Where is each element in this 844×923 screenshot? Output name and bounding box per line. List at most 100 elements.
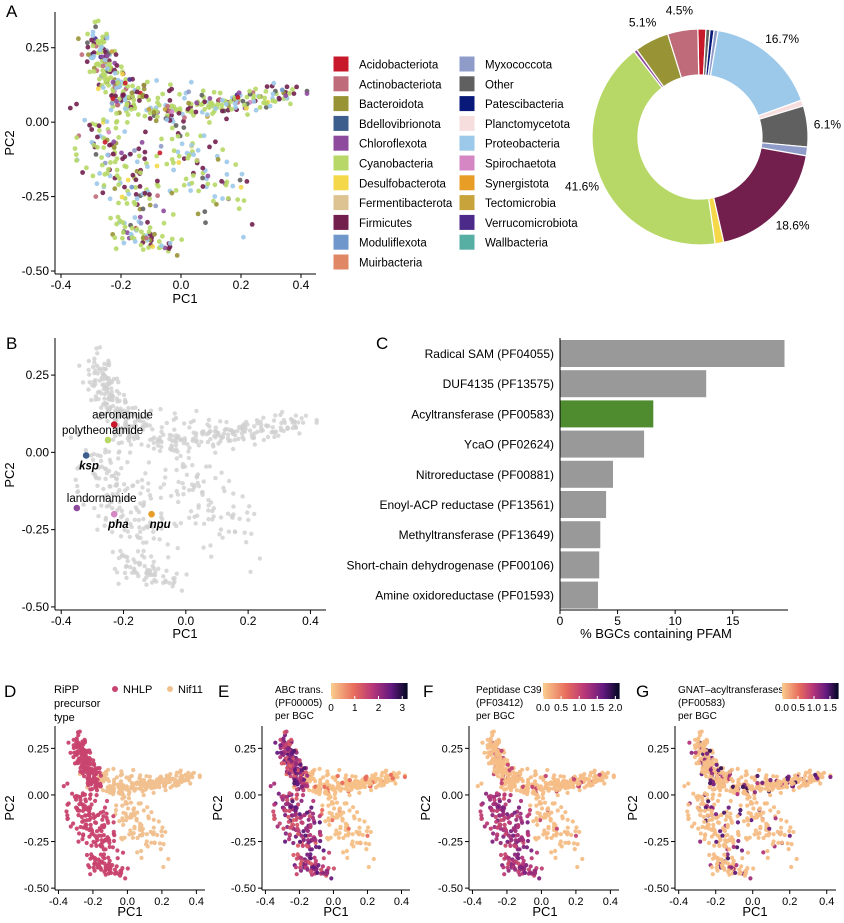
data-point — [121, 810, 126, 815]
data-point — [94, 793, 99, 798]
data-point — [91, 812, 96, 817]
data-point — [77, 831, 82, 836]
data-point — [163, 829, 168, 835]
data-point — [173, 777, 178, 782]
colorbar-tick-label: 0.0 — [536, 703, 550, 714]
data-point — [133, 560, 138, 565]
data-point — [143, 93, 149, 99]
data-point — [755, 781, 760, 786]
data-point — [565, 817, 570, 822]
data-point — [130, 172, 136, 178]
data-point — [213, 139, 218, 145]
data-point — [479, 813, 484, 818]
data-point — [507, 768, 512, 773]
data-point — [318, 838, 323, 844]
data-point — [145, 488, 151, 493]
data-point — [143, 129, 148, 135]
colorbar-e-title-line-2: (PF00005) — [275, 698, 322, 709]
data-point — [517, 847, 522, 852]
data-point — [491, 808, 496, 813]
data-point — [145, 415, 150, 421]
data-point — [733, 786, 739, 791]
data-point — [144, 832, 149, 837]
data-point — [98, 405, 104, 410]
data-point — [744, 769, 749, 774]
data-point — [305, 844, 310, 849]
data-point — [300, 843, 305, 849]
data-point — [242, 102, 247, 108]
data-point — [151, 536, 156, 541]
data-point — [106, 820, 111, 825]
data-point — [87, 380, 92, 385]
colorbar-segment — [357, 683, 361, 699]
data-point — [131, 786, 136, 791]
data-point — [215, 157, 221, 162]
data-point — [565, 825, 570, 830]
data-point — [710, 856, 716, 861]
data-point — [112, 70, 118, 76]
data-point — [167, 88, 172, 94]
data-point — [88, 792, 93, 798]
data-point — [313, 790, 319, 795]
pie-slice — [591, 50, 716, 246]
data-point — [121, 240, 127, 246]
data-point — [100, 54, 105, 60]
data-point — [111, 430, 117, 435]
data-point — [133, 505, 139, 510]
x-tick-label: 0.2 — [782, 896, 797, 908]
data-point — [118, 409, 123, 414]
data-point — [739, 775, 744, 780]
data-point — [138, 501, 143, 506]
data-point — [119, 64, 124, 70]
data-point — [327, 822, 332, 828]
data-point — [151, 440, 156, 446]
data-point — [367, 842, 372, 847]
data-point — [313, 844, 319, 850]
legend-swatch — [332, 213, 350, 231]
data-point — [208, 543, 213, 548]
data-point — [261, 415, 266, 420]
legend-label: Chloroflexota — [359, 139, 427, 151]
data-point — [125, 866, 130, 871]
scatter-a: -0.4 -0.2 0.0 0.2 0.4-0.50-0.250.000.25 PC1 … — [2, 12, 316, 306]
highlight-point — [148, 510, 155, 518]
data-point — [202, 99, 208, 105]
scatter-d: RiPP precursor type NHLP Nif11 -0.4 -0.2 0… — [2, 684, 205, 919]
colorbar-segment — [370, 683, 374, 699]
data-point — [114, 111, 119, 116]
data-point — [303, 413, 309, 418]
data-point — [213, 425, 218, 430]
data-point — [530, 784, 535, 790]
data-point — [78, 795, 83, 800]
colorbar-segment — [819, 683, 822, 699]
data-point — [226, 438, 231, 443]
data-point — [511, 826, 516, 831]
data-point — [99, 867, 104, 872]
data-point — [240, 494, 245, 499]
data-point — [142, 577, 147, 583]
data-point — [128, 510, 134, 515]
data-point — [188, 79, 194, 85]
data-point — [80, 170, 85, 175]
x-tick-label: 0.4 — [293, 278, 310, 292]
data-point — [85, 31, 90, 37]
data-point — [285, 798, 290, 803]
data-point — [144, 582, 149, 587]
data-point — [217, 90, 223, 96]
data-point — [312, 820, 317, 825]
data-point — [144, 839, 149, 844]
data-point — [108, 160, 113, 165]
data-point — [740, 784, 746, 790]
data-point — [249, 222, 255, 227]
data-point — [123, 801, 128, 806]
data-point — [685, 809, 690, 814]
data-point — [288, 805, 293, 810]
data-point — [533, 769, 538, 774]
data-point — [295, 843, 301, 848]
data-point — [129, 524, 134, 530]
data-point — [190, 436, 196, 442]
data-point — [119, 769, 124, 774]
colorbar-segment — [829, 683, 832, 699]
data-point — [123, 564, 129, 569]
data-point — [700, 795, 705, 800]
